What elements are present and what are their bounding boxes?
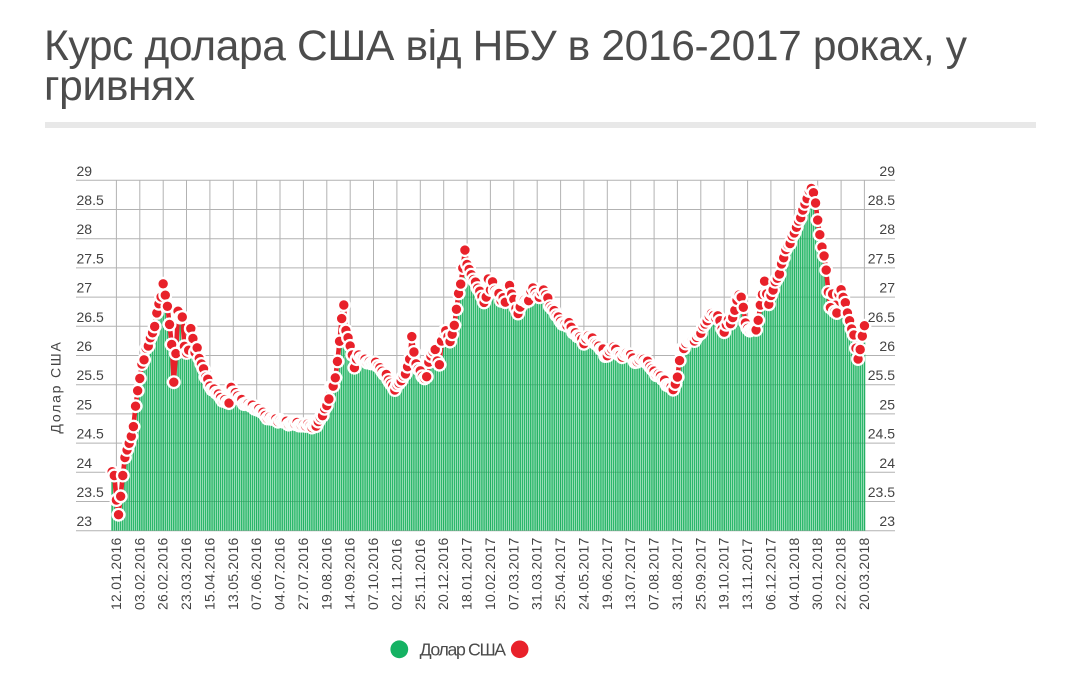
svg-text:28.5: 28.5 — [868, 192, 895, 208]
svg-text:28: 28 — [77, 221, 93, 237]
svg-text:27: 27 — [77, 280, 93, 296]
svg-text:04.07.2016: 04.07.2016 — [272, 537, 288, 610]
svg-text:19.08.2016: 19.08.2016 — [318, 537, 334, 610]
svg-text:26: 26 — [879, 338, 895, 354]
svg-text:26.02.2016: 26.02.2016 — [155, 537, 171, 610]
svg-text:07.08.2017: 07.08.2017 — [646, 537, 662, 610]
svg-text:Долар США: Долар США — [420, 639, 507, 659]
svg-text:28.5: 28.5 — [77, 192, 104, 208]
svg-text:26.5: 26.5 — [868, 309, 895, 325]
svg-text:27.07.2016: 27.07.2016 — [295, 537, 311, 610]
svg-text:29: 29 — [879, 163, 895, 179]
svg-text:26.5: 26.5 — [77, 309, 104, 325]
svg-text:19.06.2017: 19.06.2017 — [599, 537, 615, 610]
svg-text:22.02.2018: 22.02.2018 — [833, 537, 849, 610]
svg-text:23.5: 23.5 — [77, 484, 104, 500]
svg-text:25.09.2017: 25.09.2017 — [692, 537, 708, 610]
svg-text:03.02.2016: 03.02.2016 — [131, 537, 147, 610]
svg-text:27.5: 27.5 — [868, 250, 895, 266]
svg-text:24: 24 — [879, 455, 895, 471]
svg-text:25.5: 25.5 — [77, 367, 104, 383]
svg-text:06.12.2017: 06.12.2017 — [762, 537, 778, 610]
svg-text:26: 26 — [77, 338, 93, 354]
svg-text:24.05.2017: 24.05.2017 — [575, 537, 591, 610]
svg-text:Долар США: Долар США — [48, 340, 64, 433]
svg-text:23.03.2016: 23.03.2016 — [178, 537, 194, 610]
svg-text:23.5: 23.5 — [868, 484, 895, 500]
svg-text:25: 25 — [879, 396, 895, 412]
svg-text:24.5: 24.5 — [77, 426, 104, 442]
svg-text:13.11.2017: 13.11.2017 — [739, 538, 755, 610]
svg-text:04.01.2018: 04.01.2018 — [786, 537, 802, 610]
svg-text:07.10.2016: 07.10.2016 — [365, 537, 381, 610]
svg-text:12.01.2016: 12.01.2016 — [108, 537, 124, 610]
svg-text:20.03.2018: 20.03.2018 — [856, 537, 872, 610]
svg-text:13.07.2017: 13.07.2017 — [622, 537, 638, 610]
svg-text:27: 27 — [879, 280, 895, 296]
svg-text:15.04.2016: 15.04.2016 — [201, 537, 217, 610]
svg-text:25.11.2016: 25.11.2016 — [412, 538, 428, 610]
svg-text:20.12.2016: 20.12.2016 — [435, 537, 451, 610]
svg-text:29: 29 — [77, 163, 93, 179]
svg-text:02.11.2016: 02.11.2016 — [388, 538, 404, 610]
svg-text:07.06.2016: 07.06.2016 — [248, 537, 264, 610]
svg-text:07.03.2017: 07.03.2017 — [505, 537, 521, 610]
svg-text:23: 23 — [879, 513, 895, 529]
svg-text:19.10.2017: 19.10.2017 — [716, 537, 732, 610]
svg-text:18.01.2017: 18.01.2017 — [459, 537, 475, 610]
svg-text:31.03.2017: 31.03.2017 — [529, 537, 545, 610]
svg-text:14.09.2016: 14.09.2016 — [342, 537, 358, 610]
svg-text:30.01.2018: 30.01.2018 — [809, 537, 825, 610]
svg-text:27.5: 27.5 — [77, 250, 104, 266]
svg-text:25: 25 — [77, 396, 93, 412]
svg-text:24.5: 24.5 — [868, 426, 895, 442]
svg-text:10.02.2017: 10.02.2017 — [482, 537, 498, 610]
svg-text:23: 23 — [77, 513, 93, 529]
svg-text:25.04.2017: 25.04.2017 — [552, 537, 568, 610]
svg-text:25.5: 25.5 — [868, 367, 895, 383]
svg-text:31.08.2017: 31.08.2017 — [669, 537, 685, 610]
svg-text:28: 28 — [879, 221, 895, 237]
svg-text:24: 24 — [77, 455, 93, 471]
svg-text:13.05.2016: 13.05.2016 — [225, 537, 241, 610]
